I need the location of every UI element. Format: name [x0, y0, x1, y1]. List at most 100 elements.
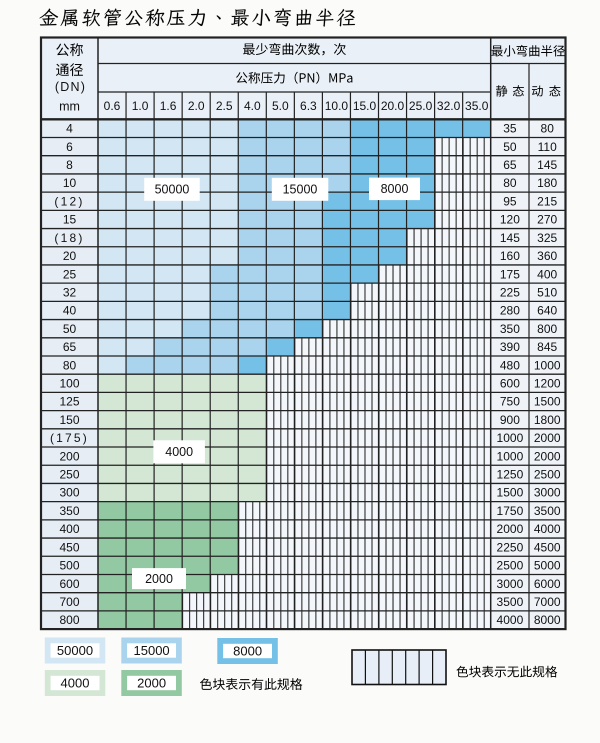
- svg-text:10.0: 10.0: [325, 99, 349, 113]
- svg-text:1500: 1500: [497, 486, 524, 500]
- svg-text:845: 845: [537, 340, 557, 354]
- svg-text:2000: 2000: [137, 676, 166, 691]
- svg-text:mm: mm: [59, 99, 80, 113]
- svg-text:50: 50: [63, 322, 77, 336]
- svg-text:95: 95: [503, 194, 517, 208]
- svg-text:(18): (18): [54, 231, 84, 245]
- svg-text:8: 8: [66, 158, 73, 172]
- svg-text:10: 10: [63, 176, 77, 190]
- svg-text:800: 800: [59, 613, 79, 627]
- svg-text:50000: 50000: [155, 183, 190, 197]
- svg-text:2000: 2000: [497, 522, 524, 536]
- svg-text:15: 15: [63, 213, 77, 227]
- svg-text:40: 40: [63, 304, 77, 318]
- svg-text:1.0: 1.0: [132, 99, 149, 113]
- svg-text:400: 400: [59, 522, 79, 536]
- svg-text:25.0: 25.0: [409, 99, 433, 113]
- svg-text:450: 450: [59, 540, 79, 554]
- svg-text:1200: 1200: [534, 377, 561, 391]
- svg-text:600: 600: [500, 377, 520, 391]
- svg-text:0.6: 0.6: [104, 99, 121, 113]
- svg-text:20.0: 20.0: [381, 99, 405, 113]
- svg-text:4000: 4000: [534, 522, 561, 536]
- svg-text:4: 4: [66, 122, 73, 136]
- svg-text:280: 280: [500, 304, 520, 318]
- svg-text:360: 360: [537, 249, 557, 263]
- svg-text:15.0: 15.0: [353, 99, 377, 113]
- svg-text:800: 800: [537, 322, 557, 336]
- svg-text:2000: 2000: [145, 572, 173, 586]
- svg-text:3500: 3500: [497, 595, 524, 609]
- svg-text:125: 125: [59, 395, 79, 409]
- svg-text:150: 150: [59, 413, 79, 427]
- svg-text:65: 65: [63, 340, 77, 354]
- svg-text:900: 900: [500, 413, 520, 427]
- svg-text:4000: 4000: [61, 676, 90, 691]
- svg-text:120: 120: [500, 213, 520, 227]
- svg-text:2500: 2500: [534, 468, 561, 482]
- svg-text:1500: 1500: [534, 395, 561, 409]
- svg-text:80: 80: [541, 122, 555, 136]
- svg-text:(DN): (DN): [55, 80, 86, 94]
- svg-text:2000: 2000: [534, 449, 561, 463]
- svg-text:500: 500: [59, 559, 79, 573]
- svg-text:4.0: 4.0: [244, 99, 261, 113]
- svg-text:100: 100: [59, 377, 79, 391]
- svg-text:2000: 2000: [534, 431, 561, 445]
- svg-text:80: 80: [63, 358, 77, 372]
- svg-text:3000: 3000: [534, 486, 561, 500]
- svg-text:160: 160: [500, 249, 520, 263]
- svg-text:25: 25: [63, 267, 77, 281]
- svg-text:15000: 15000: [283, 183, 318, 197]
- svg-text:175: 175: [500, 267, 520, 281]
- svg-text:80: 80: [503, 176, 517, 190]
- svg-text:6000: 6000: [534, 577, 561, 591]
- svg-text:8000: 8000: [381, 182, 409, 196]
- svg-text:270: 270: [537, 213, 557, 227]
- svg-text:50: 50: [503, 140, 517, 154]
- svg-text:5000: 5000: [534, 559, 561, 573]
- svg-text:8000: 8000: [233, 644, 262, 659]
- svg-text:600: 600: [59, 577, 79, 591]
- svg-text:1250: 1250: [497, 468, 524, 482]
- svg-text:1000: 1000: [497, 449, 524, 463]
- svg-text:35.0: 35.0: [465, 99, 489, 113]
- svg-text:700: 700: [59, 595, 79, 609]
- svg-text:325: 325: [537, 231, 557, 245]
- svg-text:4500: 4500: [534, 540, 561, 554]
- svg-text:225: 225: [500, 286, 520, 300]
- svg-text:400: 400: [537, 267, 557, 281]
- svg-text:2.0: 2.0: [188, 99, 205, 113]
- svg-text:300: 300: [59, 486, 79, 500]
- svg-text:350: 350: [500, 322, 520, 336]
- svg-text:3000: 3000: [497, 577, 524, 591]
- svg-text:8000: 8000: [534, 613, 561, 627]
- svg-text:(12): (12): [54, 194, 84, 208]
- svg-text:4000: 4000: [165, 445, 193, 459]
- svg-text:6: 6: [66, 140, 73, 154]
- svg-text:480: 480: [500, 358, 520, 372]
- svg-text:35: 35: [503, 122, 517, 136]
- svg-text:750: 750: [500, 395, 520, 409]
- svg-text:510: 510: [537, 286, 557, 300]
- svg-text:145: 145: [500, 231, 520, 245]
- svg-text:215: 215: [537, 194, 557, 208]
- svg-text:65: 65: [503, 158, 517, 172]
- svg-text:2.5: 2.5: [216, 99, 233, 113]
- svg-text:145: 145: [537, 158, 557, 172]
- svg-text:1.6: 1.6: [160, 99, 177, 113]
- svg-text:32: 32: [63, 286, 77, 300]
- svg-text:350: 350: [59, 504, 79, 518]
- svg-text:(175): (175): [50, 431, 89, 445]
- svg-text:3500: 3500: [534, 504, 561, 518]
- svg-text:1000: 1000: [534, 358, 561, 372]
- svg-text:1000: 1000: [497, 431, 524, 445]
- svg-text:32.0: 32.0: [437, 99, 461, 113]
- svg-text:640: 640: [537, 304, 557, 318]
- svg-text:6.3: 6.3: [300, 99, 317, 113]
- svg-text:390: 390: [500, 340, 520, 354]
- svg-text:2250: 2250: [497, 540, 524, 554]
- svg-text:180: 180: [537, 176, 557, 190]
- svg-text:50000: 50000: [57, 643, 93, 658]
- svg-text:110: 110: [538, 140, 557, 154]
